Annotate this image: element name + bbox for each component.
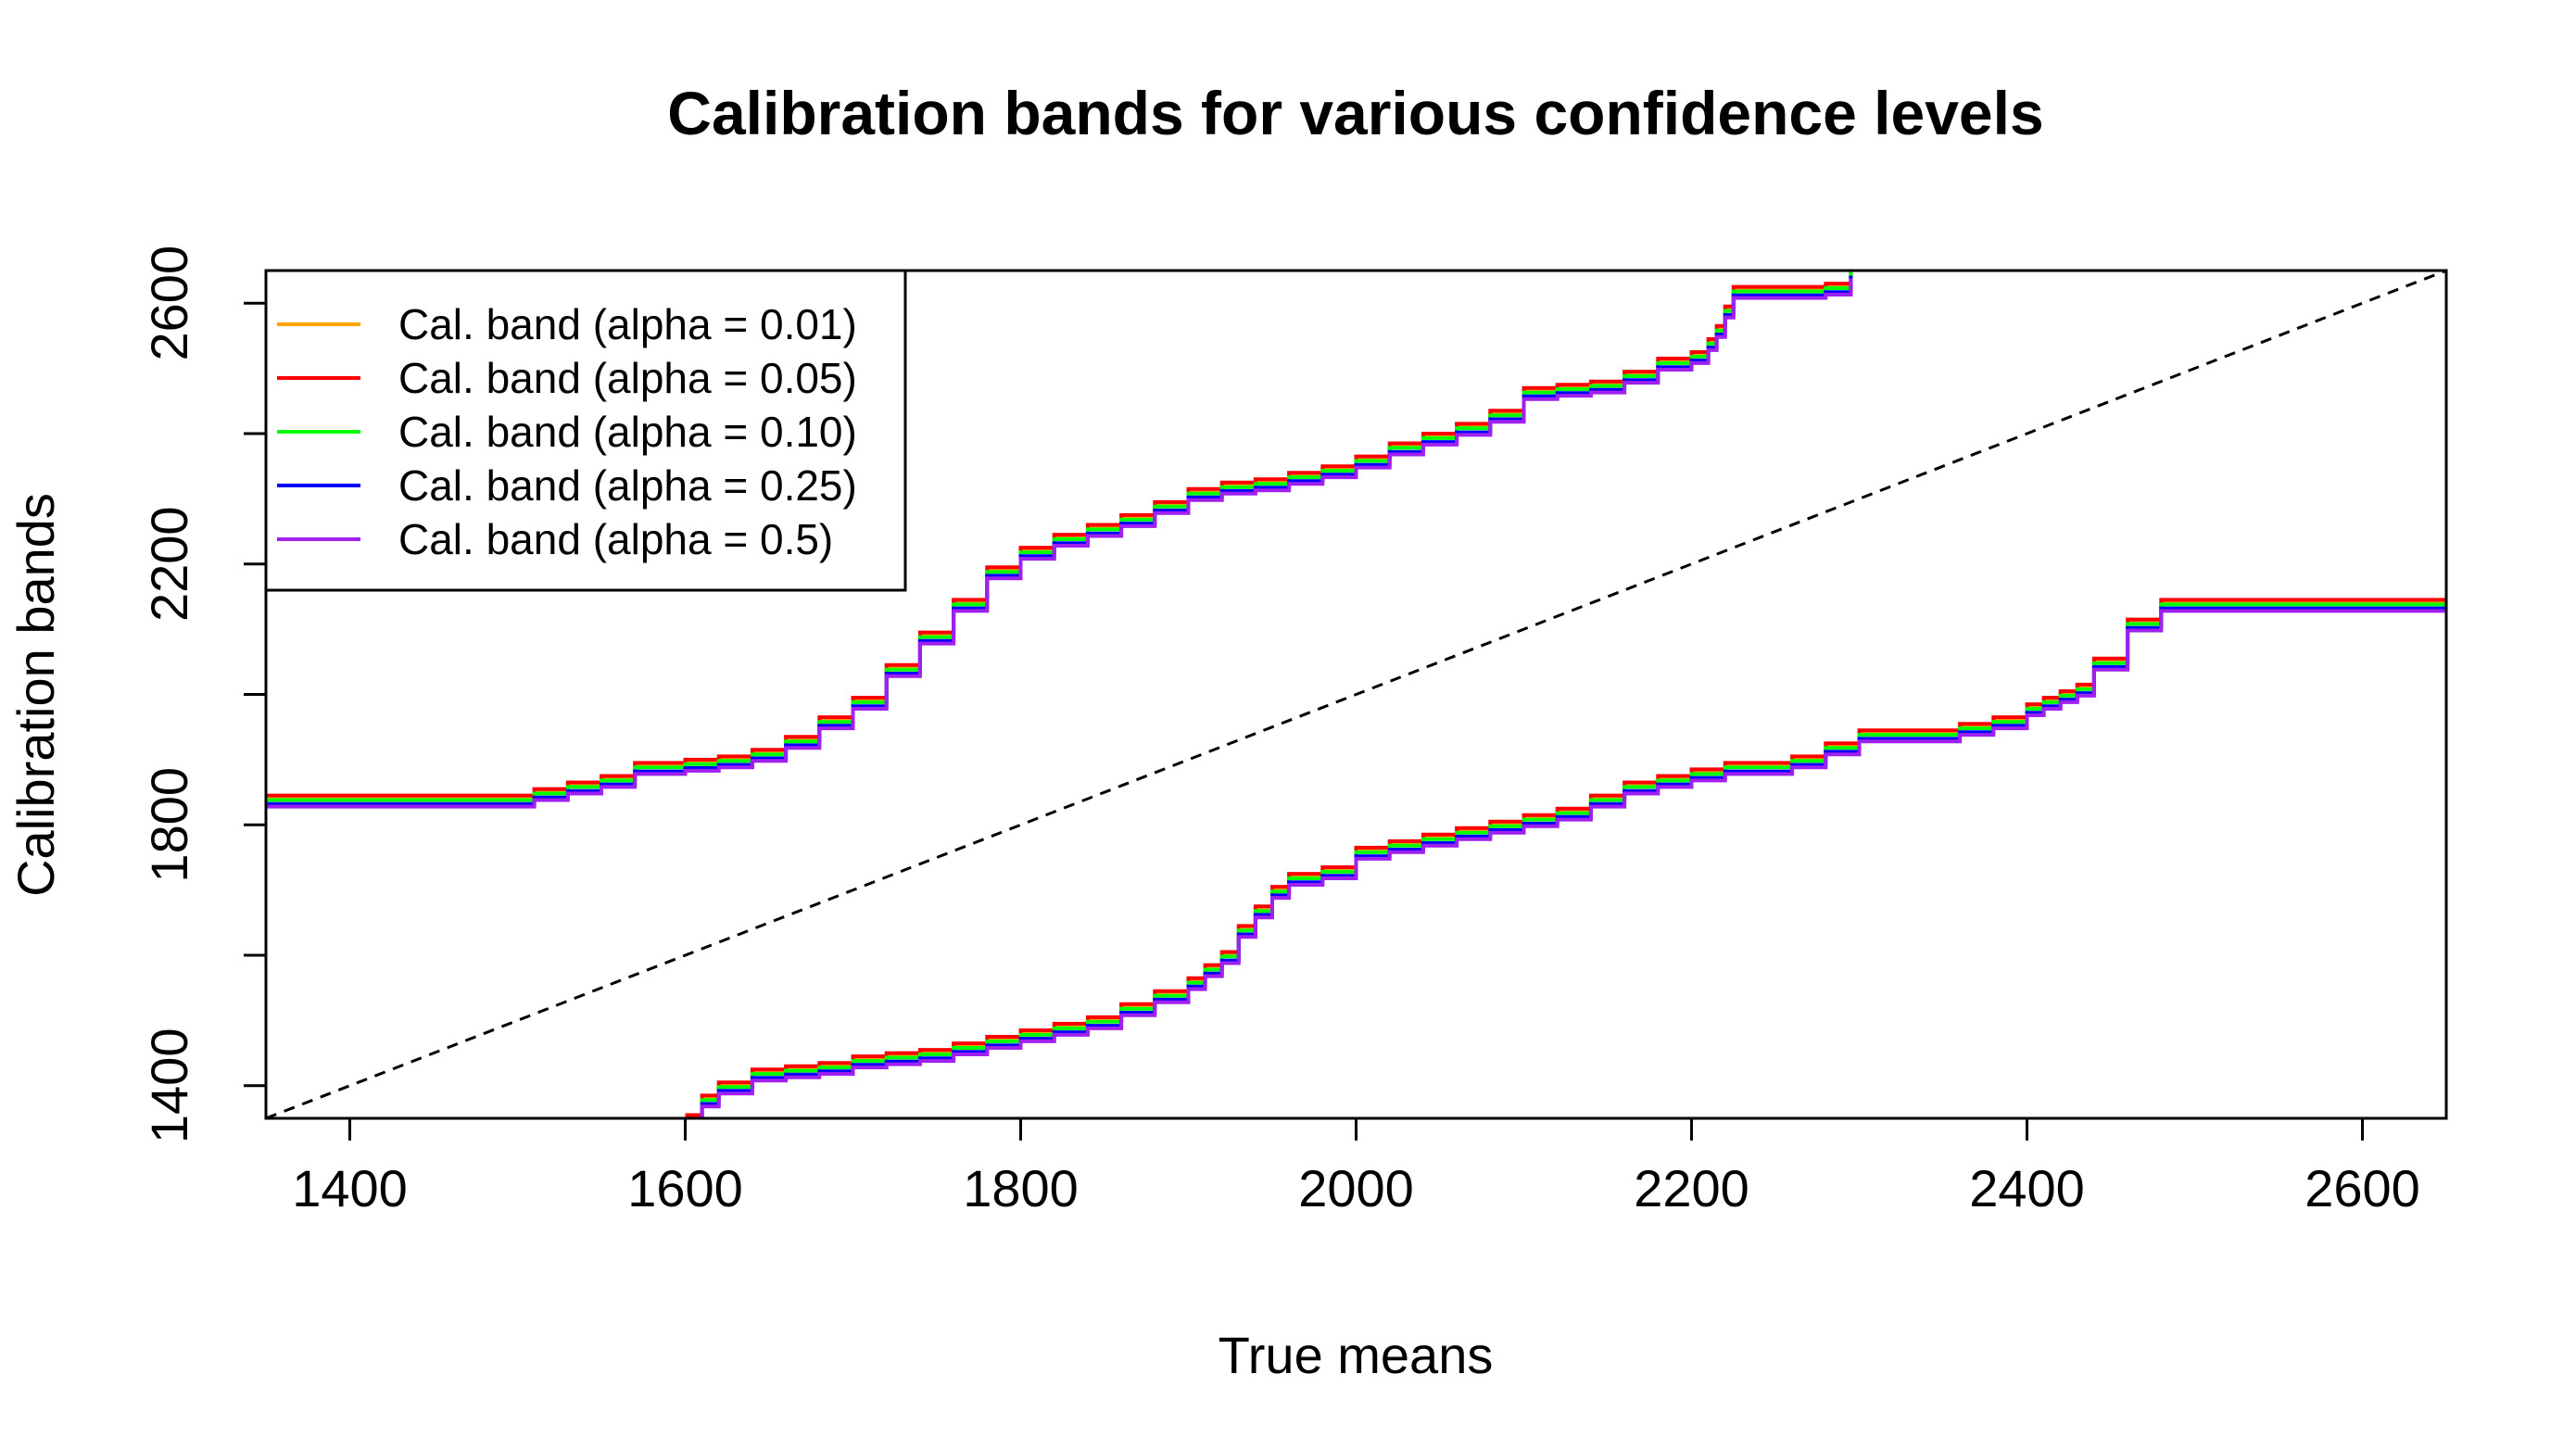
legend-label: Cal. band (alpha = 0.05) bbox=[398, 354, 857, 402]
legend-label: Cal. band (alpha = 0.25) bbox=[398, 461, 857, 510]
series-2-lower-band bbox=[685, 602, 2446, 1118]
x-tick-label: 1800 bbox=[963, 1159, 1079, 1217]
series-3-lower-band bbox=[700, 606, 2446, 1118]
y-tick-label: 2200 bbox=[140, 506, 198, 622]
x-tick-label: 2000 bbox=[1298, 1159, 1414, 1217]
x-tick-label: 2400 bbox=[1969, 1159, 2085, 1217]
x-axis-label: True means bbox=[1219, 1326, 1494, 1384]
plot-area: 1400 1600 1800 2000 2200 2400 2600 1400 1800 2200… bbox=[140, 246, 2448, 1217]
x-tick-label: 2600 bbox=[2305, 1159, 2420, 1217]
series-0-lower-band bbox=[685, 601, 2446, 1118]
x-tick-label: 2200 bbox=[1634, 1159, 1749, 1217]
y-tick-label: 2600 bbox=[140, 246, 198, 361]
legend-box bbox=[264, 269, 907, 592]
legend-label: Cal. band (alpha = 0.01) bbox=[398, 300, 857, 348]
legend: Cal. band (alpha = 0.01) Cal. band (alpha… bbox=[264, 269, 907, 592]
legend-label: Cal. band (alpha = 0.5) bbox=[398, 515, 833, 563]
series-4-lower-band bbox=[700, 609, 2446, 1118]
chart-title: Calibration bands for various confidence… bbox=[667, 79, 2043, 147]
y-axis-label: Calibration bands bbox=[6, 493, 65, 897]
series-1-lower-band bbox=[685, 598, 2446, 1117]
y-tick-label: 1800 bbox=[140, 767, 198, 883]
series-4-upper-band bbox=[266, 278, 1853, 809]
x-tick-label: 1600 bbox=[627, 1159, 743, 1217]
x-tick-label: 1400 bbox=[292, 1159, 408, 1217]
y-tick-label: 1400 bbox=[140, 1028, 198, 1144]
reference-line-identity bbox=[266, 271, 2446, 1118]
legend-label: Cal. band (alpha = 0.10) bbox=[398, 408, 857, 456]
